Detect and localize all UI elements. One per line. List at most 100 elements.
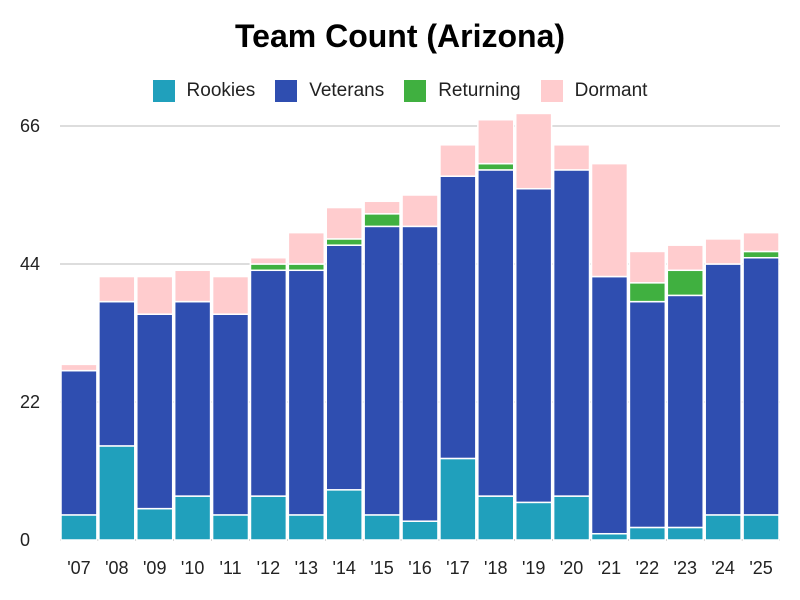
x-tick-label: '23 bbox=[674, 558, 697, 578]
bar-returning bbox=[325, 238, 363, 246]
legend-swatch bbox=[540, 80, 563, 102]
bar-dormant bbox=[211, 275, 250, 315]
bar-veterans bbox=[249, 269, 288, 497]
bar-veterans bbox=[98, 300, 136, 447]
legend-item-returning: Returning bbox=[404, 80, 521, 102]
bar-veterans bbox=[211, 313, 250, 516]
bar-veterans bbox=[628, 300, 667, 529]
bar-rookies bbox=[666, 526, 704, 541]
bar-rookies bbox=[249, 495, 288, 541]
bar-veterans bbox=[704, 263, 742, 516]
bar-rookies bbox=[98, 445, 136, 541]
bar-veterans bbox=[60, 369, 98, 516]
y-tick-label: 44 bbox=[20, 254, 40, 274]
bar-dormant bbox=[60, 363, 98, 372]
x-tick-label: '20 bbox=[560, 558, 583, 578]
bar-veterans bbox=[514, 187, 553, 504]
bar-dormant bbox=[742, 231, 780, 253]
legend-label: Dormant bbox=[574, 80, 648, 101]
legend-swatch bbox=[404, 80, 427, 102]
bar-rookies bbox=[628, 526, 667, 541]
bar-veterans bbox=[439, 175, 477, 460]
bar-dormant bbox=[249, 256, 288, 265]
x-tick-label: '12 bbox=[257, 558, 280, 578]
bar-returning bbox=[742, 250, 780, 259]
bar-veterans bbox=[136, 313, 174, 510]
bar-rookies bbox=[514, 501, 553, 541]
bar-returning bbox=[249, 263, 288, 272]
bar-dormant bbox=[136, 275, 174, 315]
bar-dormant bbox=[287, 231, 326, 265]
x-tick-label: '15 bbox=[370, 558, 393, 578]
bar-dormant bbox=[552, 144, 591, 171]
bar-veterans bbox=[742, 256, 780, 516]
bar-dormant bbox=[363, 200, 401, 215]
bar-rookies bbox=[704, 514, 742, 541]
bar-dormant bbox=[439, 144, 477, 177]
x-tick-label: '25 bbox=[749, 558, 772, 578]
bar-dormant bbox=[514, 112, 553, 190]
y-tick-label: 0 bbox=[20, 530, 30, 550]
bar-dormant bbox=[173, 269, 212, 303]
legend-item-dormant: Dormant bbox=[540, 80, 648, 102]
legend-swatch bbox=[152, 80, 175, 102]
x-tick-label: '07 bbox=[67, 558, 90, 578]
x-tick-label: '08 bbox=[105, 558, 128, 578]
x-tick-label: '16 bbox=[408, 558, 431, 578]
bar-returning bbox=[666, 269, 704, 297]
bar-rookies bbox=[363, 514, 401, 541]
bar-veterans bbox=[325, 244, 363, 491]
bar-veterans bbox=[666, 294, 704, 529]
bar-veterans bbox=[477, 169, 515, 497]
x-tick-label: '17 bbox=[446, 558, 469, 578]
x-tick-label: '14 bbox=[332, 558, 355, 578]
bar-rookies bbox=[477, 495, 515, 541]
bar-veterans bbox=[287, 269, 326, 516]
bar-rookies bbox=[325, 489, 363, 541]
bar-returning bbox=[363, 213, 401, 228]
bar-rookies bbox=[60, 514, 98, 541]
legend-item-veterans: Veterans bbox=[275, 80, 384, 102]
legend-swatch bbox=[275, 80, 298, 102]
x-tick-label: '13 bbox=[295, 558, 318, 578]
chart-title: Team Count (Arizona) bbox=[234, 18, 566, 54]
x-tick-label: '10 bbox=[181, 558, 204, 578]
bar-rookies bbox=[173, 495, 212, 541]
bar-returning bbox=[477, 162, 515, 171]
bar-dormant bbox=[666, 244, 704, 272]
bar-rookies bbox=[211, 514, 250, 541]
bar-returning bbox=[287, 263, 326, 272]
y-tick-label: 22 bbox=[20, 392, 40, 412]
bar-returning bbox=[628, 282, 667, 303]
x-tick-label: '19 bbox=[522, 558, 545, 578]
bar-rookies bbox=[401, 520, 439, 541]
x-tick-label: '24 bbox=[711, 558, 734, 578]
bar-dormant bbox=[704, 238, 742, 265]
bar-dormant bbox=[325, 206, 363, 240]
bar-dormant bbox=[98, 275, 136, 303]
bar-dormant bbox=[401, 194, 439, 228]
bar-rookies bbox=[287, 514, 326, 541]
x-tick-label: '11 bbox=[219, 558, 241, 578]
bar-rookies bbox=[742, 514, 780, 541]
bar-rookies bbox=[552, 495, 591, 541]
legend-label: Returning bbox=[438, 80, 521, 101]
legend-label: Veterans bbox=[309, 80, 385, 101]
x-tick-label: '18 bbox=[484, 558, 507, 578]
bar-dormant bbox=[590, 162, 629, 278]
bar-rookies bbox=[136, 507, 174, 541]
x-tick-label: '21 bbox=[598, 558, 621, 578]
bar-rookies bbox=[590, 532, 629, 541]
chart-legend: Rookies Veterans Returning Dormant bbox=[0, 80, 800, 102]
legend-label: Rookies bbox=[186, 80, 256, 101]
y-tick-label: 66 bbox=[20, 116, 40, 136]
x-tick-label: '09 bbox=[143, 558, 166, 578]
bar-veterans bbox=[401, 225, 439, 522]
bar-dormant bbox=[628, 250, 667, 284]
legend-item-rookies: Rookies bbox=[152, 80, 256, 102]
bar-dormant bbox=[477, 118, 515, 165]
bar-veterans bbox=[590, 275, 629, 535]
bar-rookies bbox=[439, 457, 477, 541]
